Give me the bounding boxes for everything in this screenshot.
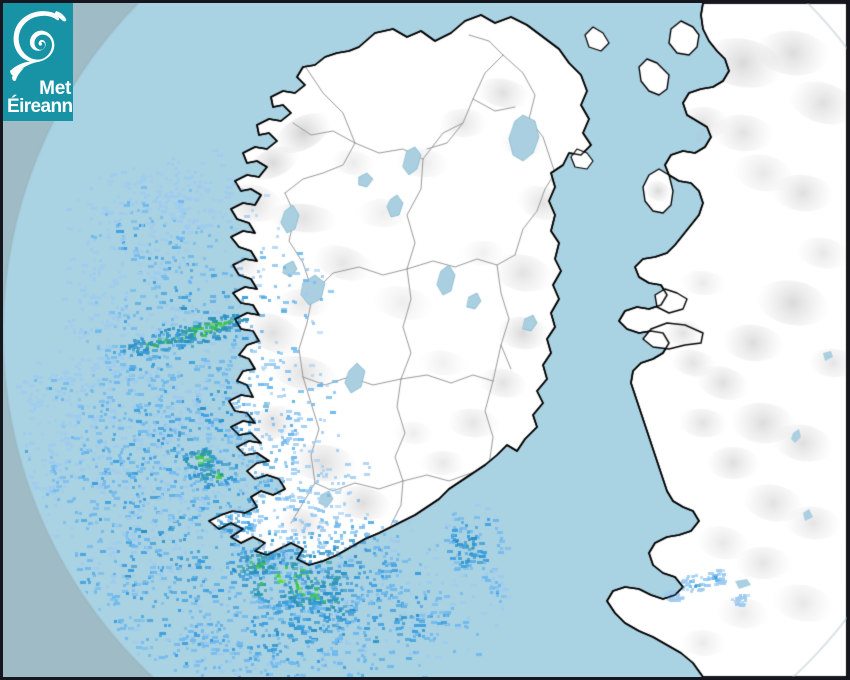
logo-line-2: Éireann (7, 96, 73, 117)
logo-line-1: Met (39, 78, 71, 99)
met-eireann-spiral-logo-icon (10, 11, 67, 81)
met-eireann-logo[interactable]: Met Éireann (3, 3, 73, 121)
rainfall-radar-map-canvas[interactable] (3, 3, 847, 677)
met-eireann-logo-text: Met Éireann (7, 79, 73, 116)
